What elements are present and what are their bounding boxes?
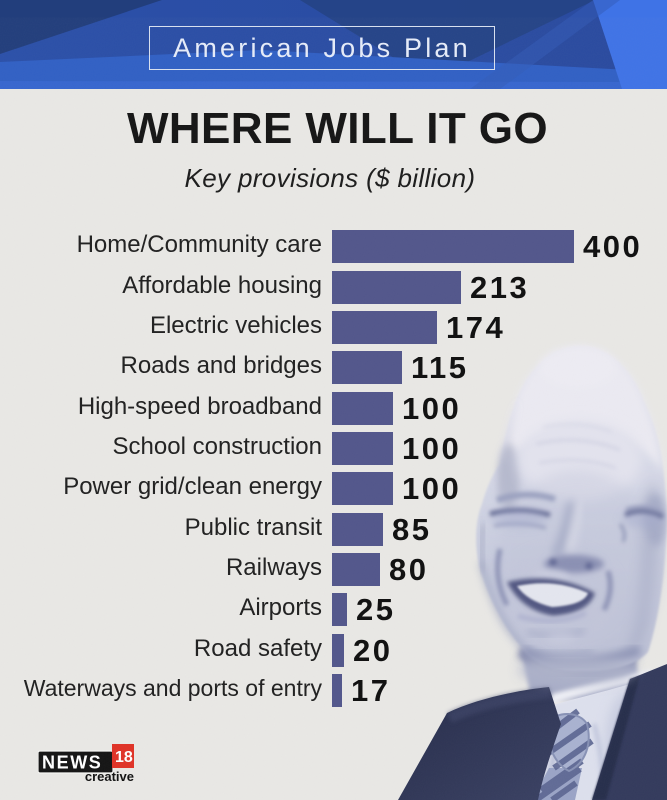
svg-text:creative: creative bbox=[85, 769, 134, 784]
svg-text:18: 18 bbox=[115, 749, 133, 766]
